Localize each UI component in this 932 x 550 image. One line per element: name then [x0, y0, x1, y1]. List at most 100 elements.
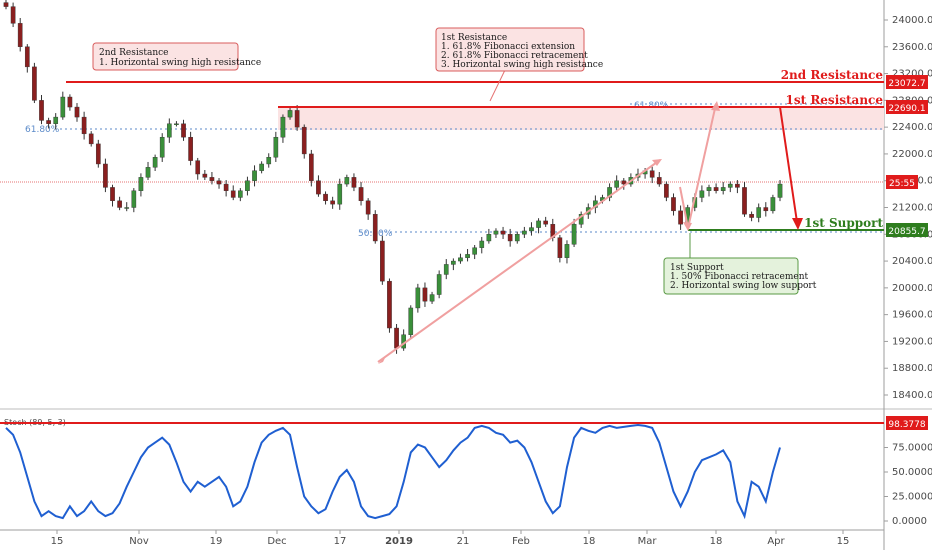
candle-body [152, 157, 158, 168]
candle-body [230, 190, 236, 198]
resistance2-tag [886, 75, 928, 89]
candle-body [337, 183, 343, 205]
fib-label-left: 61.80% [25, 125, 60, 135]
price-tags: 23072.7 22690.1 25:55 20855.7 [886, 75, 928, 237]
candle-body [287, 110, 293, 118]
candle-body [777, 183, 783, 198]
support1-tag-text: 20855.7 [888, 227, 925, 237]
candle-body [223, 183, 229, 191]
candle-body [124, 207, 130, 209]
res1-box-line2: 1. 61.8% Fibonacci extension [441, 42, 575, 52]
candle-body [749, 213, 754, 218]
candle-body [266, 157, 272, 165]
candle-body [394, 327, 399, 349]
time-axis-ticks: 15 Nov 19 Dec 17 2019 21 Feb 18 Mar 18 Apr 15 [51, 530, 849, 547]
time-tick-label: 17 [334, 536, 347, 547]
candle-body [17, 23, 23, 47]
candle-body [237, 190, 243, 198]
candle-body [209, 177, 215, 181]
candle-body [557, 237, 563, 258]
candle-body [24, 46, 30, 68]
candle-body [301, 126, 307, 155]
candle-body [3, 2, 9, 7]
res2-box-line1: 2nd Resistance [99, 48, 169, 58]
sup1-box [663, 257, 799, 295]
price-tick-label: 20400.0 [892, 256, 932, 267]
sup1-box-line3: 2. Horizontal swing low support [670, 281, 817, 291]
candle-body [95, 143, 101, 165]
resistance2-tag-text: 23072.7 [888, 79, 925, 89]
candle-body [81, 116, 87, 135]
candle-body [770, 197, 776, 212]
res1-box-line3: 2. 61.8% Fibonacci retracement [441, 51, 588, 61]
candle-body [458, 257, 463, 262]
candle-body [259, 163, 264, 171]
candle-body [451, 260, 456, 265]
candle-body [309, 153, 314, 181]
res2-annotation: 2nd Resistance 1. Horizontal swing high … [92, 42, 261, 71]
price-tick-label: 21200.0 [892, 203, 932, 214]
time-tick-label: Mar [638, 536, 658, 547]
resistance1-label: 1st Resistance [786, 93, 884, 107]
candle-body [138, 177, 144, 191]
current-price-tag-text: 25:55 [889, 179, 915, 189]
resistance1-tag-text: 22690.1 [888, 104, 925, 114]
stoch-tick-label: 25.0000 [892, 492, 932, 503]
candle-body [117, 200, 122, 208]
candle-body [344, 177, 350, 185]
candle-body [46, 120, 51, 124]
candle-body [88, 133, 94, 145]
candle-body [60, 96, 66, 118]
fib-extension-arrow [377, 159, 661, 363]
candle-body [422, 287, 428, 302]
candle-body [216, 180, 222, 185]
candle-body [245, 180, 250, 191]
sup1-box-line2: 1. 50% Fibonacci retracement [670, 272, 809, 282]
price-tick-label: 20000.0 [892, 283, 932, 294]
resistance-zone [278, 107, 884, 130]
stoch-tick-label: 75.0000 [892, 443, 932, 454]
stoch-line [5, 423, 781, 520]
arrowhead-low [378, 356, 386, 364]
resistance1-tag [886, 100, 928, 114]
candle-body [507, 234, 513, 242]
candle-body [621, 180, 627, 185]
candle-body [380, 240, 385, 282]
candle-body [273, 136, 279, 158]
res1-box-line4: 3. Horizontal swing high resistance [441, 60, 603, 70]
time-tick-label: Feb [512, 536, 530, 547]
arrowhead-high [652, 159, 662, 166]
candle-body [649, 170, 655, 178]
candle-body [415, 287, 421, 309]
fib-retrace-arrow [687, 103, 717, 229]
candle-body [443, 264, 449, 275]
res1-box-pointer [489, 69, 506, 102]
candle-body [763, 207, 769, 212]
res2-box-line2: 1. Horizontal swing high resistance [99, 58, 261, 68]
stoch-tick-label: 0.0000 [892, 516, 927, 527]
candle-body [103, 163, 108, 188]
candle-body [10, 6, 16, 24]
current-price-tag [886, 175, 918, 189]
forecast-arrowhead [792, 218, 803, 230]
candle-body [252, 170, 257, 181]
candle-body [706, 187, 712, 191]
forecast-arrow [779, 106, 798, 223]
res1-box [435, 27, 585, 72]
candle-body [53, 116, 59, 124]
time-tick-label: 2019 [385, 536, 413, 547]
arrowhead-retrace-down [683, 222, 692, 231]
candle-body [514, 234, 520, 242]
candle-body [536, 220, 541, 228]
candle-body [323, 193, 328, 202]
candle-body [571, 224, 577, 245]
candle-body [500, 230, 506, 235]
res1-box-line1: 1st Resistance [441, 33, 507, 43]
candle-body [365, 200, 371, 215]
time-tick-label: 21 [457, 536, 470, 547]
candle-body [387, 280, 392, 329]
support1-label: 1st Support [804, 216, 883, 230]
time-tick-label: 18 [710, 536, 723, 547]
price-tick-label: 23200.0 [892, 69, 932, 80]
time-tick-label: 18 [583, 536, 596, 547]
